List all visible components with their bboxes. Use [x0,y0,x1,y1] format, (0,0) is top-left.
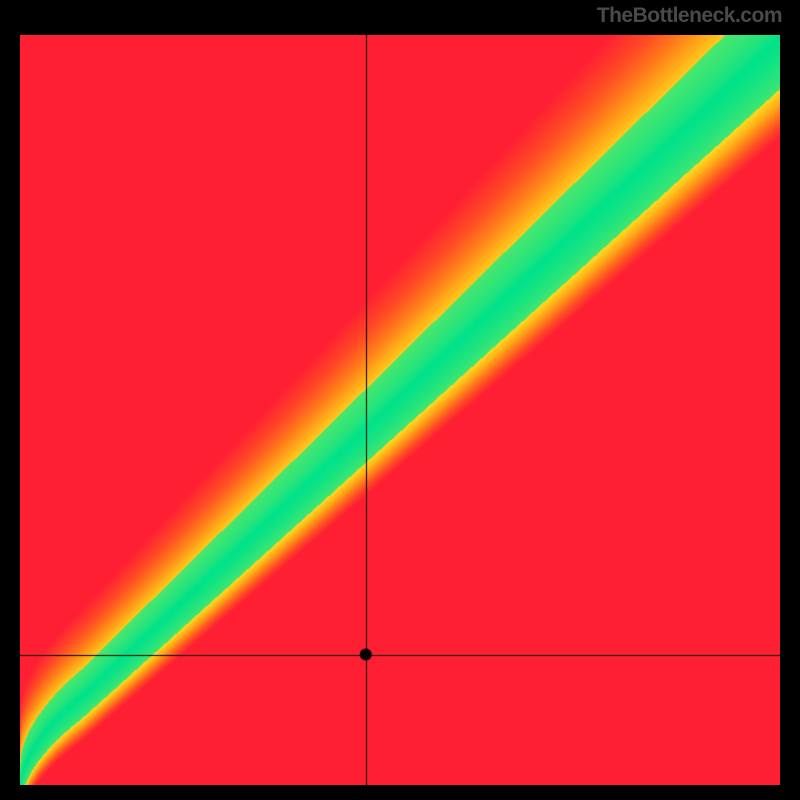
attribution-text: TheBottleneck.com [597,4,782,28]
chart-container: TheBottleneck.com [0,0,800,800]
crosshair-overlay [20,35,780,785]
